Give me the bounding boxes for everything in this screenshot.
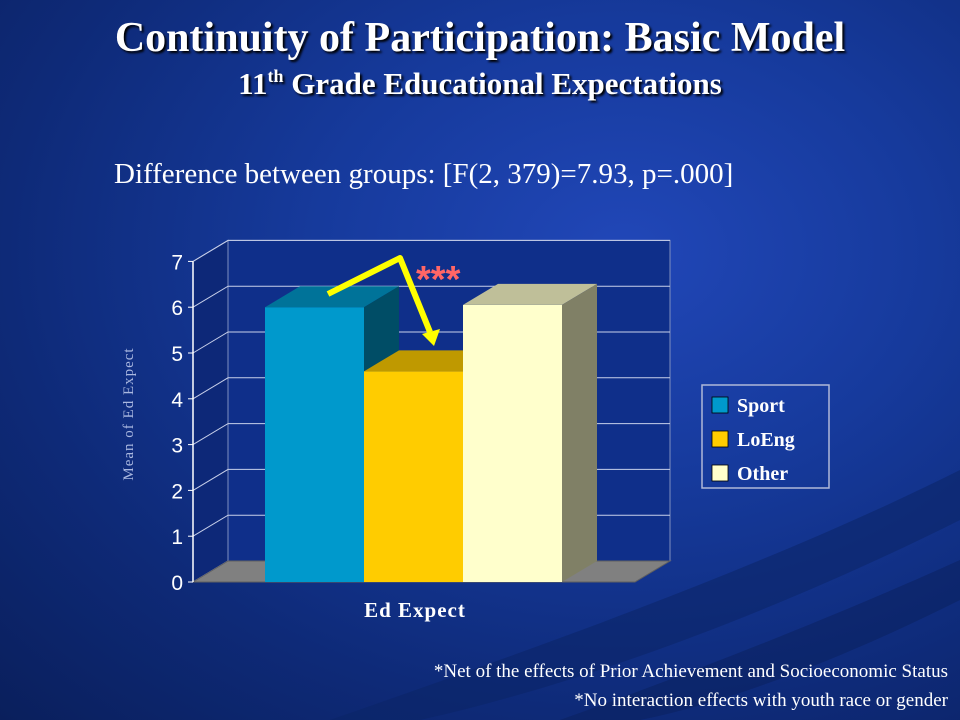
- significance-arrowhead: [422, 329, 440, 346]
- y-tick-label: 6: [171, 297, 183, 320]
- y-tick-label: 7: [171, 251, 183, 274]
- bar-other-front: [463, 304, 562, 582]
- subtitle-superscript: th: [267, 66, 284, 86]
- slide-subtitle: 11th Grade Educational Expectations: [0, 66, 960, 102]
- y-tick-label: 1: [171, 526, 183, 549]
- legend-box: [701, 384, 830, 489]
- legend-label: LoEng: [737, 429, 795, 451]
- bar-other: [463, 283, 597, 582]
- x-axis-title: Ed Expect: [364, 598, 466, 622]
- y-tick-label: 4: [171, 389, 183, 412]
- footnote-interactions: *No interaction effects with youth race …: [574, 690, 948, 711]
- y-tick-label: 3: [171, 435, 183, 458]
- chart-side-wall: [192, 239, 229, 583]
- footnote-controls: *Net of the effects of Prior Achievement…: [433, 661, 948, 682]
- significance-arrow: [326, 255, 433, 334]
- subtitle-grade: 11: [238, 66, 268, 101]
- y-tick-label: 0: [171, 572, 183, 595]
- y-tick-label: 2: [171, 480, 183, 503]
- legend-swatch: [711, 464, 729, 482]
- slide-title: Continuity of Participation: Basic Model: [114, 15, 846, 61]
- bar-other-top: [463, 283, 597, 305]
- legend-swatch: [711, 396, 729, 414]
- subtitle-rest: Grade Educational Expectations: [283, 66, 722, 101]
- gridline: [192, 239, 670, 262]
- bar-sport-front: [265, 307, 364, 582]
- bar-sport-top: [265, 286, 399, 308]
- legend-label: Other: [737, 463, 788, 485]
- bar-other-side: [562, 283, 597, 582]
- y-axis-title: Mean of Ed Expect: [121, 347, 137, 480]
- bar-sport: [265, 286, 399, 582]
- group-difference-stat: Difference between groups: [F(2, 379)=7.…: [114, 158, 734, 190]
- legend-label: Sport: [737, 395, 785, 417]
- significance-marker: ***: [416, 259, 461, 301]
- y-tick-label: 5: [171, 343, 183, 366]
- bar-loeng-front: [364, 371, 463, 582]
- legend-swatch: [711, 430, 729, 448]
